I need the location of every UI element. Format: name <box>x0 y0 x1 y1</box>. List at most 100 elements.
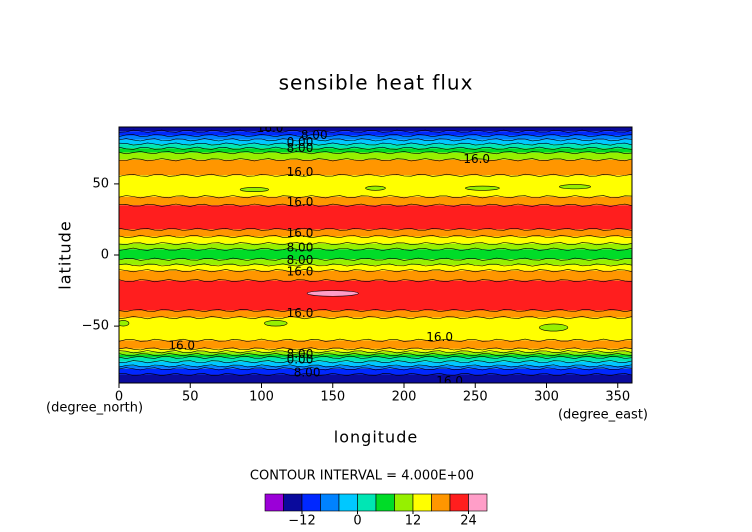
contour-label: 16.0 <box>287 226 314 240</box>
contour-band <box>119 229 632 237</box>
contour-band <box>119 135 632 140</box>
colorbar-box <box>264 493 284 512</box>
x-tick-label: 200 <box>392 390 417 405</box>
y-axis-label: latitude <box>56 220 75 289</box>
contour-line <box>119 279 632 283</box>
x-tick-label: 0 <box>115 390 123 405</box>
contour-interval: CONTOUR INTERVAL = 4.000E+00 <box>250 469 474 484</box>
contour-patch <box>539 323 569 332</box>
contour-band <box>119 357 632 362</box>
contour-line <box>119 308 632 313</box>
contour-label: 8.00 <box>287 141 314 155</box>
x-tick-label: 250 <box>463 390 488 405</box>
contour-band <box>119 365 632 369</box>
contour-label: 16.0 <box>168 339 195 353</box>
x-axis-label: longitude <box>334 428 418 447</box>
colorbar-box <box>301 493 321 512</box>
contour-band <box>119 249 632 260</box>
contour-label: 8.00 <box>287 253 314 267</box>
contour-band <box>119 374 632 383</box>
contour-line <box>119 263 632 267</box>
contour-line <box>119 203 632 207</box>
colorbar-box <box>338 493 358 512</box>
contour-band <box>119 159 632 176</box>
contour-line <box>119 367 632 371</box>
contour-line <box>119 195 632 199</box>
x-unit-label: (degree_east) <box>558 408 648 423</box>
contour-band <box>119 310 632 318</box>
contour-label: 8.00 <box>287 240 314 254</box>
contour-line <box>119 146 632 150</box>
colorbar-box <box>357 493 377 512</box>
contour-band <box>119 270 632 281</box>
colorbar-box <box>375 493 395 512</box>
contour-patch <box>365 185 386 191</box>
contour-band <box>119 243 632 250</box>
colorbar-tick-label: 12 <box>405 514 422 529</box>
colorbar-box <box>449 493 469 512</box>
contour-band <box>119 131 632 136</box>
contour-label: 16.0 <box>436 374 463 388</box>
contour-band <box>119 368 632 375</box>
contour-line <box>119 372 632 377</box>
contour-label: 16.0 <box>287 165 314 179</box>
contour-line <box>119 227 632 231</box>
colorbar-box <box>320 493 340 512</box>
contour-line <box>119 316 632 320</box>
colorbar-tick-label: 24 <box>460 514 477 529</box>
contour-band <box>119 152 632 160</box>
contour-label: 16.0 <box>463 152 490 166</box>
colorbar-tick-label: −12 <box>288 514 315 529</box>
contour-line <box>119 347 632 351</box>
contour-line <box>119 234 632 239</box>
contour-band <box>119 340 632 349</box>
contour-line <box>119 138 632 142</box>
contour-band <box>119 139 632 145</box>
x-tick-label: 300 <box>534 390 559 405</box>
contour-band <box>119 236 632 244</box>
contour-patch <box>239 187 269 193</box>
contour-band <box>119 127 632 132</box>
contour-band <box>119 205 632 230</box>
contour-line <box>119 151 632 155</box>
contour-band <box>119 259 632 265</box>
contour-line <box>119 360 632 364</box>
y-tick-label: 50 <box>92 176 109 191</box>
colorbar-tick-label: 0 <box>353 514 361 529</box>
colorbar-box <box>431 493 451 512</box>
x-tick-label: 150 <box>320 390 345 405</box>
contour-label: 8.00 <box>294 366 321 380</box>
colorbar-box <box>394 493 414 512</box>
contour-line <box>119 355 632 359</box>
x-tick-label: 100 <box>249 390 274 405</box>
contour-line <box>119 350 632 354</box>
colorbar-box <box>283 493 303 512</box>
contour-band <box>119 361 632 366</box>
contour-band <box>119 280 632 311</box>
x-tick-label: 350 <box>605 390 630 405</box>
contour-label: 0.00 <box>287 353 314 367</box>
contour-line <box>119 247 632 251</box>
contour-band <box>119 196 632 206</box>
contour-label: 16.0 <box>287 306 314 320</box>
y-unit-label: (degree_north) <box>46 401 143 416</box>
contour-line <box>119 158 632 162</box>
contour-line <box>119 364 632 368</box>
contour-patch <box>264 320 288 327</box>
contour-label: 16.0 <box>426 330 453 344</box>
contour-label: 8.00 <box>287 347 314 361</box>
contour-patch <box>119 320 130 327</box>
contour-line <box>119 173 632 177</box>
colorbar-box <box>468 493 488 512</box>
contour-line <box>119 269 632 273</box>
y-tick-label: −50 <box>82 319 109 334</box>
contour-band <box>119 351 632 355</box>
colorbar-box <box>412 493 432 512</box>
contour-label: 16.0 <box>257 121 284 135</box>
contour-band <box>119 144 632 149</box>
contour-band <box>119 148 632 153</box>
contour-band <box>119 264 632 271</box>
contour-band <box>119 317 632 341</box>
